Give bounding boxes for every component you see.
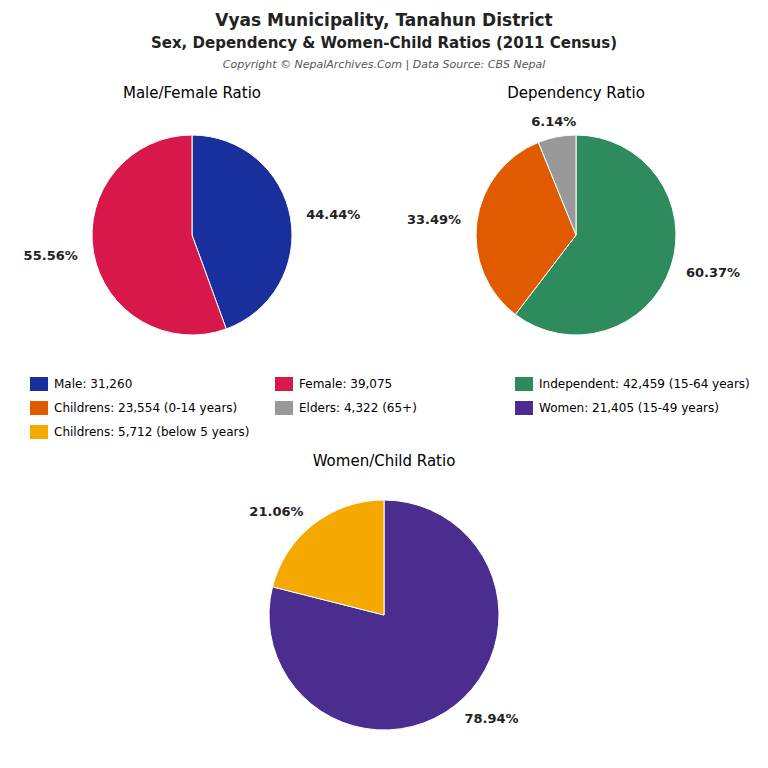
legend-label: Childrens: 23,554 (0-14 years) bbox=[54, 401, 237, 415]
annotation: Copyright © NepalArchives.Com | Data Sou… bbox=[223, 58, 545, 71]
legend-item: Female: 39,075 bbox=[275, 377, 392, 391]
pie-chart: 78.94% 21.06% bbox=[249, 500, 518, 730]
pie-slice bbox=[269, 500, 499, 730]
pie-slice bbox=[538, 135, 576, 235]
legend-swatch bbox=[515, 401, 533, 415]
legend-swatch bbox=[30, 377, 48, 391]
pie-chart: 44.44% 55.56% bbox=[24, 135, 361, 335]
legend-item: Elders: 4,322 (65+) bbox=[275, 401, 417, 415]
legend-swatch bbox=[30, 401, 48, 415]
chart-title: Male/Female Ratio bbox=[123, 84, 261, 102]
data-label: 55.56% bbox=[24, 248, 78, 263]
page-subtitle: Sex, Dependency & Women-Child Ratios (20… bbox=[151, 34, 617, 52]
data-label: 33.49% bbox=[407, 212, 461, 227]
legend-swatch bbox=[30, 425, 48, 439]
legend-swatch bbox=[275, 377, 293, 391]
legend-label: Elders: 4,322 (65+) bbox=[299, 401, 417, 415]
legend: Male: 31,260 Female: 39,075 Independent: 4… bbox=[30, 377, 750, 439]
legend-swatch bbox=[275, 401, 293, 415]
legend-item: Independent: 42,459 (15-64 years) bbox=[515, 377, 750, 391]
legend-item: Male: 31,260 bbox=[30, 377, 132, 391]
slices bbox=[92, 135, 292, 335]
page-title: Vyas Municipality, Tanahun District bbox=[215, 10, 552, 30]
data-label: 60.37% bbox=[686, 265, 740, 280]
legend-item: Childrens: 23,554 (0-14 years) bbox=[30, 401, 237, 415]
slices bbox=[476, 135, 676, 335]
chart-root: Vyas Municipality, Tanahun District Sex, … bbox=[0, 0, 768, 768]
legend-label: Female: 39,075 bbox=[299, 377, 392, 391]
chart-title: Women/Child Ratio bbox=[313, 452, 456, 470]
legend-item: Women: 21,405 (15-49 years) bbox=[515, 401, 719, 415]
slices bbox=[269, 500, 499, 730]
legend-label: Male: 31,260 bbox=[54, 377, 132, 391]
legend-item: Childrens: 5,712 (below 5 years) bbox=[30, 425, 249, 439]
data-label: 21.06% bbox=[249, 504, 303, 519]
legend-label: Women: 21,405 (15-49 years) bbox=[539, 401, 719, 415]
data-label: 6.14% bbox=[531, 114, 576, 129]
legend-label: Independent: 42,459 (15-64 years) bbox=[539, 377, 750, 391]
legend-label: Childrens: 5,712 (below 5 years) bbox=[54, 425, 249, 439]
pie-slice bbox=[92, 135, 226, 335]
data-label: 78.94% bbox=[464, 711, 518, 726]
legend-swatch bbox=[515, 377, 533, 391]
data-label: 44.44% bbox=[306, 207, 360, 222]
pie-chart: 60.37% 33.49% 6.14% bbox=[407, 114, 740, 335]
chart-title: Dependency Ratio bbox=[507, 84, 645, 102]
